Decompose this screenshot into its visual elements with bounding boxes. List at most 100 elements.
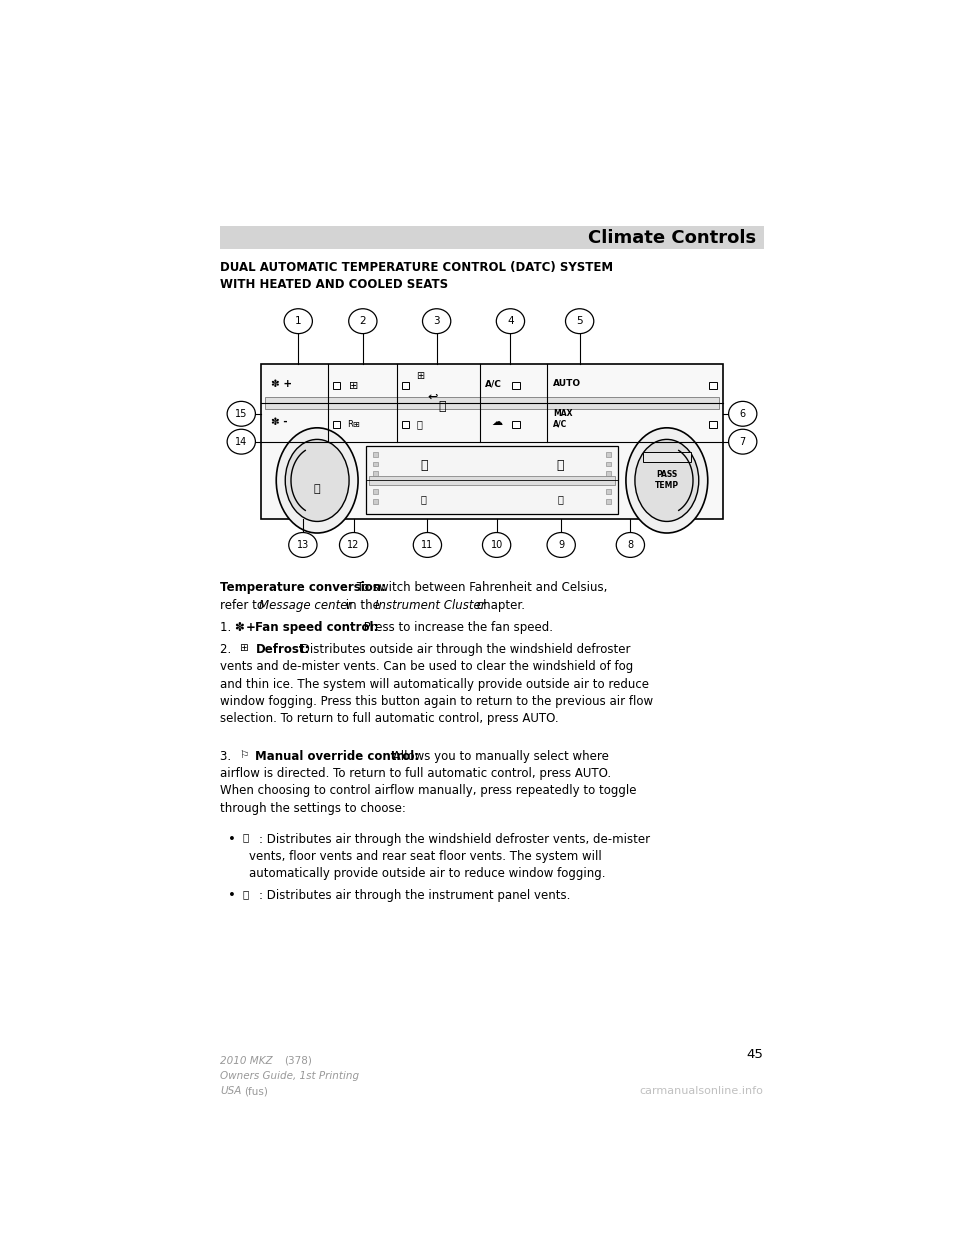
Text: ⏻: ⏻ [314,483,321,493]
Text: : Distributes air through the windshield defroster vents, de-mister: : Distributes air through the windshield… [259,832,650,846]
Ellipse shape [483,533,511,558]
Bar [366,446,618,514]
Text: Climate Controls: Climate Controls [588,229,756,246]
Bar [513,421,520,427]
Text: in the: in the [342,599,383,611]
Text: 🪑: 🪑 [558,494,564,504]
Text: 14: 14 [235,437,248,447]
Text: vents and de-mister vents. Can be used to clear the windshield of fog: vents and de-mister vents. Can be used t… [221,661,634,673]
Ellipse shape [616,533,644,558]
Bar [513,383,520,389]
Text: 1.: 1. [221,621,235,633]
Bar [709,383,717,389]
Text: through the settings to choose:: through the settings to choose: [221,801,406,815]
Circle shape [285,440,349,522]
Text: 🪑: 🪑 [557,458,564,472]
Text: ⤵: ⤵ [243,889,249,899]
Text: Allows you to manually select where: Allows you to manually select where [390,750,610,763]
Text: 3: 3 [433,317,440,327]
Text: 11: 11 [421,540,434,550]
Ellipse shape [228,401,255,426]
Text: and thin ice. The system will automatically provide outside air to reduce: and thin ice. The system will automatica… [221,678,650,691]
Text: ☁: ☁ [492,417,503,427]
Text: Temperature conversion:: Temperature conversion: [221,581,387,595]
Ellipse shape [228,430,255,455]
Bar [606,462,611,466]
Text: Message center: Message center [259,599,352,611]
Text: ⊞: ⊞ [239,643,248,653]
Text: PASS
TEMP: PASS TEMP [655,471,679,491]
Bar [372,471,378,476]
Text: 3.: 3. [221,750,235,763]
Text: : Distributes air through the instrument panel vents.: : Distributes air through the instrument… [259,889,570,903]
Bar [606,489,611,494]
Text: 🏃: 🏃 [416,420,421,430]
Text: DUAL AUTOMATIC TEMPERATURE CONTROL (DATC) SYSTEM: DUAL AUTOMATIC TEMPERATURE CONTROL (DATC… [221,261,613,274]
Text: 10: 10 [491,540,503,550]
Text: 2010 MKZ: 2010 MKZ [221,1056,273,1066]
Text: ⚐: ⚐ [239,750,249,760]
Ellipse shape [729,430,756,455]
Text: 2.: 2. [221,643,235,656]
Text: AUTO: AUTO [553,379,582,388]
Text: carmanualsonline.info: carmanualsonline.info [639,1087,763,1097]
Circle shape [626,427,708,533]
Text: Manual override control:: Manual override control: [255,750,420,763]
Text: MAX
A/C: MAX A/C [553,409,573,428]
Text: 6: 6 [739,409,746,419]
Bar [265,396,719,409]
Text: ✽: ✽ [234,621,244,633]
Text: Distributes outside air through the windshield defroster: Distributes outside air through the wind… [297,643,631,656]
Text: 4: 4 [507,317,514,327]
Text: A/C: A/C [485,379,502,388]
Bar [372,499,378,503]
Text: 45: 45 [747,1048,763,1061]
Bar [402,383,409,389]
Text: window fogging. Press this button again to return to the previous air flow: window fogging. Press this button again … [221,696,654,708]
Text: +: + [247,621,260,633]
Text: ⊞: ⊞ [416,371,424,381]
Text: automatically provide outside air to reduce window fogging.: automatically provide outside air to red… [249,867,605,881]
Ellipse shape [289,533,317,558]
Text: Defrost:: Defrost: [255,643,310,656]
Ellipse shape [340,533,368,558]
Text: ✽ +: ✽ + [271,379,292,389]
Bar [606,499,611,503]
Text: WITH HEATED AND COOLED SEATS: WITH HEATED AND COOLED SEATS [221,278,448,291]
Bar [606,471,611,476]
Text: 15: 15 [235,409,248,419]
Bar [221,226,763,250]
Ellipse shape [729,401,756,426]
Ellipse shape [565,309,594,334]
Text: 7: 7 [739,437,746,447]
Bar [372,489,378,494]
Ellipse shape [422,309,451,334]
Text: ⤵: ⤵ [243,832,249,842]
Ellipse shape [284,309,312,334]
Bar [370,476,614,486]
Text: ✽ -: ✽ - [271,417,288,427]
Bar [333,383,340,389]
Text: vents, floor vents and rear seat floor vents. The system will: vents, floor vents and rear seat floor v… [249,850,602,863]
Text: 🪑: 🪑 [420,458,427,472]
Text: ↩: ↩ [427,390,438,404]
Text: Fan speed control:: Fan speed control: [255,621,379,633]
Text: 2: 2 [360,317,366,327]
Bar [333,421,340,427]
Text: •: • [228,889,236,903]
Text: ⊞: ⊞ [349,381,358,391]
Ellipse shape [414,533,442,558]
Text: USA: USA [221,1087,242,1097]
Text: airflow is directed. To return to full automatic control, press AUTO.: airflow is directed. To return to full a… [221,768,612,780]
Text: •: • [228,832,236,846]
Bar [643,452,690,462]
Circle shape [276,427,358,533]
Text: When choosing to control airflow manually, press repeatedly to toggle: When choosing to control airflow manuall… [221,785,636,797]
Text: 5: 5 [576,317,583,327]
Text: 13: 13 [297,540,309,550]
Text: selection. To return to full automatic control, press AUTO.: selection. To return to full automatic c… [221,712,559,725]
Text: Instrument Cluster: Instrument Cluster [375,599,486,611]
Bar [372,462,378,466]
Bar [606,452,611,457]
Ellipse shape [547,533,575,558]
